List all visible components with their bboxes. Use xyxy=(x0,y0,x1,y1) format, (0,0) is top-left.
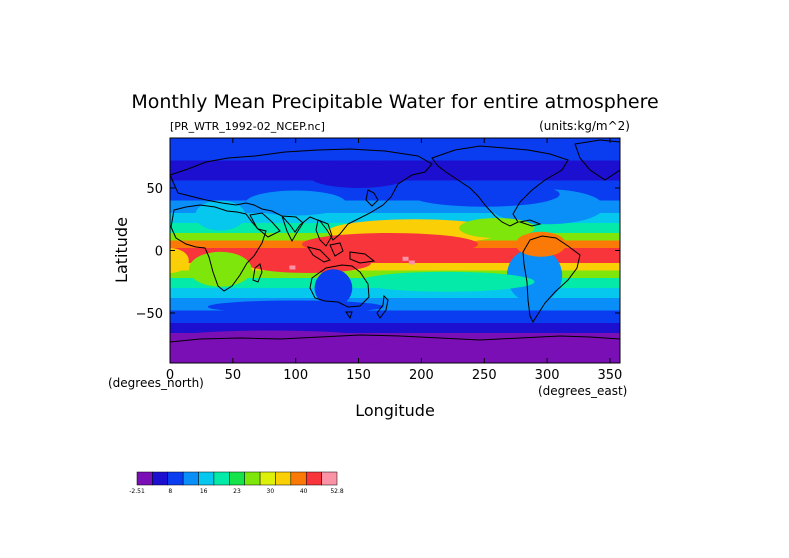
heatmap-patch xyxy=(207,300,384,313)
colorbar-swatch xyxy=(136,471,153,486)
plot-area xyxy=(170,138,620,363)
heatmap-patch xyxy=(314,269,353,307)
x-tick-label: 250 xyxy=(472,368,497,383)
heatmap-patch xyxy=(170,330,384,351)
heatmap-max-cell xyxy=(408,260,415,265)
colorbar-tick-label: 8 xyxy=(168,488,172,495)
heatmap-patch xyxy=(245,253,372,273)
colorbar-swatch xyxy=(244,471,261,486)
colorbar-swatch xyxy=(182,471,199,486)
colorbar-swatch xyxy=(321,471,338,486)
chart-subtitle-file: [PR_WTR_1992-02_NCEP.nc] xyxy=(170,120,325,133)
heatmap-patch xyxy=(308,163,409,188)
x-units-label: (degrees_east) xyxy=(538,384,627,398)
colorbar-swatch xyxy=(259,471,276,486)
heatmap-band xyxy=(170,310,620,323)
colorbar-swatch xyxy=(290,471,307,486)
y-units-label: (degrees_north) xyxy=(108,376,204,390)
heatmap-band xyxy=(170,323,620,333)
x-tick-label: 0 xyxy=(166,368,174,383)
colorbar-tick-label: 52.8 xyxy=(330,488,344,495)
colorbar-swatch xyxy=(152,471,169,486)
heatmap-patch xyxy=(358,271,535,292)
x-tick-label: 50 xyxy=(225,368,242,383)
heatmap-patch xyxy=(245,190,346,216)
colorbar-tick-label: -2.51 xyxy=(129,488,145,495)
heatmap-max-cell xyxy=(402,256,409,261)
heatmap-patch xyxy=(301,233,478,256)
chart-subtitle-units: (units:kg/m^2) xyxy=(539,119,630,133)
colorbar-tick-label: 16 xyxy=(200,488,208,495)
x-tick-label: 300 xyxy=(535,368,560,383)
heatmap-patch xyxy=(188,251,252,287)
heatmap-max-cell xyxy=(289,265,296,270)
chart-title: Monthly Mean Precipitable Water for enti… xyxy=(131,91,658,113)
heatmap-band xyxy=(170,288,620,298)
x-tick-label: 200 xyxy=(409,368,434,383)
heatmap-band xyxy=(170,213,620,223)
x-axis-label: Longitude xyxy=(355,401,435,420)
x-tick-label: 350 xyxy=(598,368,623,383)
x-tick-label: 100 xyxy=(283,368,308,383)
heatmap-patch xyxy=(195,200,246,231)
coastlines xyxy=(170,139,620,343)
y-axis: 50 0 −50 xyxy=(136,182,620,322)
colorbar-swatch xyxy=(167,471,184,486)
colorbar-swatch xyxy=(275,471,292,486)
x-axis: 0 50 100 150 200 250 300 350 xyxy=(166,138,622,383)
y-tick-label: 0 xyxy=(155,245,163,260)
colorbar-swatch xyxy=(305,471,322,486)
heatmap-patch xyxy=(506,248,563,303)
colorbar-swatch xyxy=(229,471,245,486)
x-tick-label: 150 xyxy=(346,368,371,383)
y-axis-label: Latitude xyxy=(112,217,131,283)
heatmap-band xyxy=(170,263,620,271)
heatmap-band xyxy=(170,138,620,161)
y-tick-label: −50 xyxy=(136,307,163,322)
colorbar-swatch xyxy=(213,471,230,486)
colorbar-tick-label: 40 xyxy=(300,488,308,495)
colorbar: -2.51 8 16 23 30 40 52.8 xyxy=(129,471,344,495)
heatmap-patch xyxy=(170,248,189,273)
y-tick-label: 50 xyxy=(146,182,163,197)
colorbar-tick-label: 30 xyxy=(267,488,275,495)
colorbar-tick-label: 23 xyxy=(233,488,241,495)
colorbar-swatch xyxy=(198,471,215,486)
heatmap-patch xyxy=(345,343,573,358)
